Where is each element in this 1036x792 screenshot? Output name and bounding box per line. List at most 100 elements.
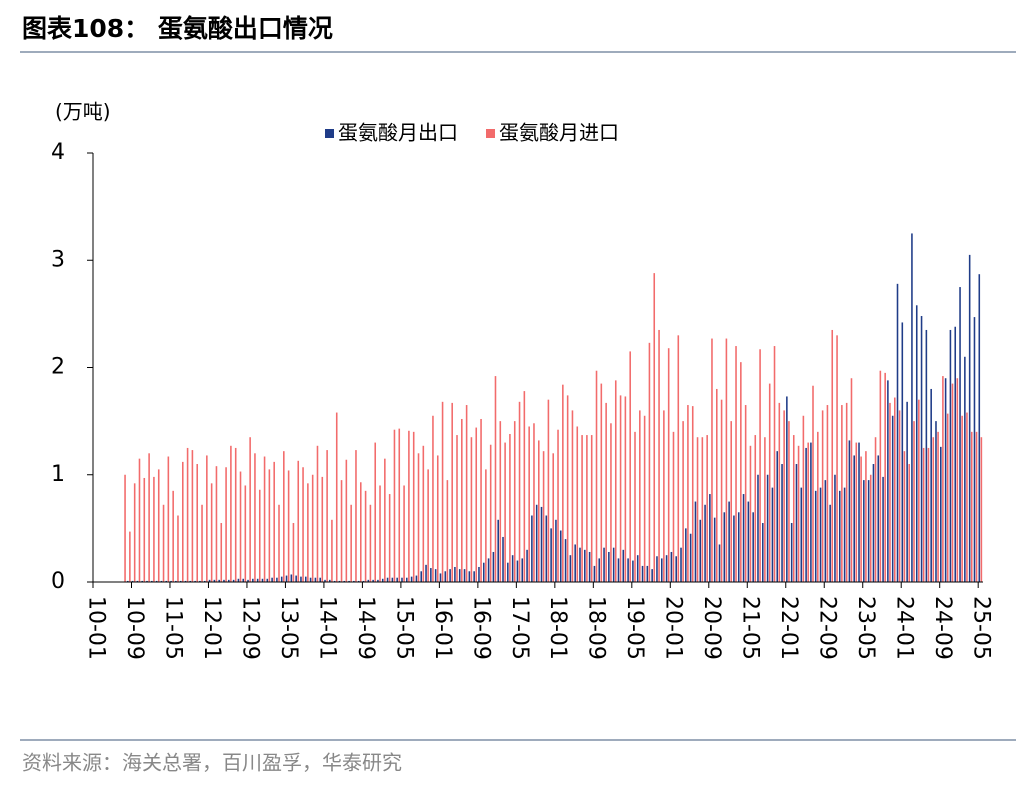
bar	[877, 455, 880, 582]
bar	[627, 558, 629, 582]
bar	[388, 494, 391, 582]
bar	[797, 445, 800, 582]
bar	[954, 326, 957, 582]
bar	[831, 329, 834, 582]
bar	[494, 376, 497, 582]
bar	[834, 474, 836, 582]
bar	[944, 378, 947, 582]
bar	[800, 487, 803, 582]
bar	[232, 579, 235, 582]
bar	[406, 577, 408, 582]
bar	[124, 474, 126, 582]
bar	[790, 523, 793, 582]
bar	[951, 383, 954, 582]
bar	[287, 470, 290, 582]
bar	[162, 504, 165, 582]
bar	[131, 580, 134, 582]
bar	[579, 547, 581, 582]
bar	[367, 579, 370, 582]
bar	[184, 580, 187, 582]
bar	[412, 431, 415, 582]
bar	[364, 490, 367, 582]
x-tick-label: 17-05	[507, 596, 532, 660]
bar	[593, 565, 596, 582]
bar	[377, 579, 379, 582]
bar	[276, 577, 278, 582]
bar	[473, 571, 475, 582]
bar	[468, 571, 471, 582]
source: 资料来源：海关总署，百川盈孚，华泰研究	[22, 751, 402, 775]
bar	[956, 378, 959, 582]
bar	[422, 445, 425, 582]
bar	[733, 515, 735, 582]
bar	[641, 565, 644, 582]
bar	[713, 517, 716, 582]
bar	[427, 469, 429, 582]
bar	[304, 576, 307, 582]
bar	[540, 506, 543, 582]
bar	[901, 322, 904, 582]
x-tick-label: 24-01	[892, 596, 917, 660]
bar	[776, 451, 779, 582]
bar	[742, 494, 745, 582]
bar	[177, 515, 179, 582]
bar	[704, 504, 706, 582]
bar	[937, 431, 939, 582]
bar	[810, 442, 812, 582]
bar	[805, 447, 807, 582]
bar	[136, 580, 139, 582]
bar	[345, 459, 348, 582]
bar	[896, 283, 899, 582]
bar	[314, 577, 317, 582]
x-tick-label: 20-09	[699, 596, 724, 660]
bar	[454, 566, 456, 582]
bar	[858, 442, 860, 582]
bar	[744, 405, 747, 582]
bar	[836, 335, 838, 582]
bar	[853, 455, 855, 582]
bar	[518, 401, 521, 582]
bar	[311, 474, 314, 582]
bar	[439, 573, 442, 582]
bar	[754, 435, 757, 582]
x-tick-label: 23-05	[853, 596, 878, 660]
bar	[338, 580, 341, 582]
bar	[946, 413, 949, 582]
bar	[302, 467, 304, 582]
bar	[357, 580, 360, 582]
bar	[172, 490, 174, 582]
bar	[812, 385, 814, 582]
bar	[603, 547, 605, 582]
bar	[398, 428, 401, 582]
bar	[485, 469, 487, 582]
bar	[935, 421, 937, 582]
legend-swatch	[325, 129, 334, 138]
bar	[290, 574, 293, 582]
bar	[157, 469, 160, 582]
bar	[569, 555, 572, 582]
bar	[396, 577, 398, 582]
bar	[487, 558, 490, 582]
title: 图表108： 蛋氨酸出口情况	[22, 14, 333, 43]
bar	[535, 504, 538, 582]
bar	[273, 461, 275, 582]
bar	[425, 564, 427, 582]
bar	[634, 431, 636, 582]
bar	[564, 539, 567, 582]
bar	[228, 579, 230, 582]
bar	[619, 395, 622, 582]
bar	[874, 437, 877, 582]
bar	[379, 485, 381, 582]
bar	[391, 577, 394, 582]
bar	[513, 421, 516, 582]
y-tick-label: 3	[51, 247, 65, 272]
bar	[151, 580, 153, 582]
bar	[848, 440, 851, 582]
x-tick-label: 14-09	[353, 596, 378, 660]
bar	[574, 544, 576, 582]
bar	[480, 418, 482, 582]
bar	[463, 569, 466, 582]
bar	[478, 566, 480, 582]
bar	[210, 483, 213, 582]
bar	[610, 423, 612, 582]
